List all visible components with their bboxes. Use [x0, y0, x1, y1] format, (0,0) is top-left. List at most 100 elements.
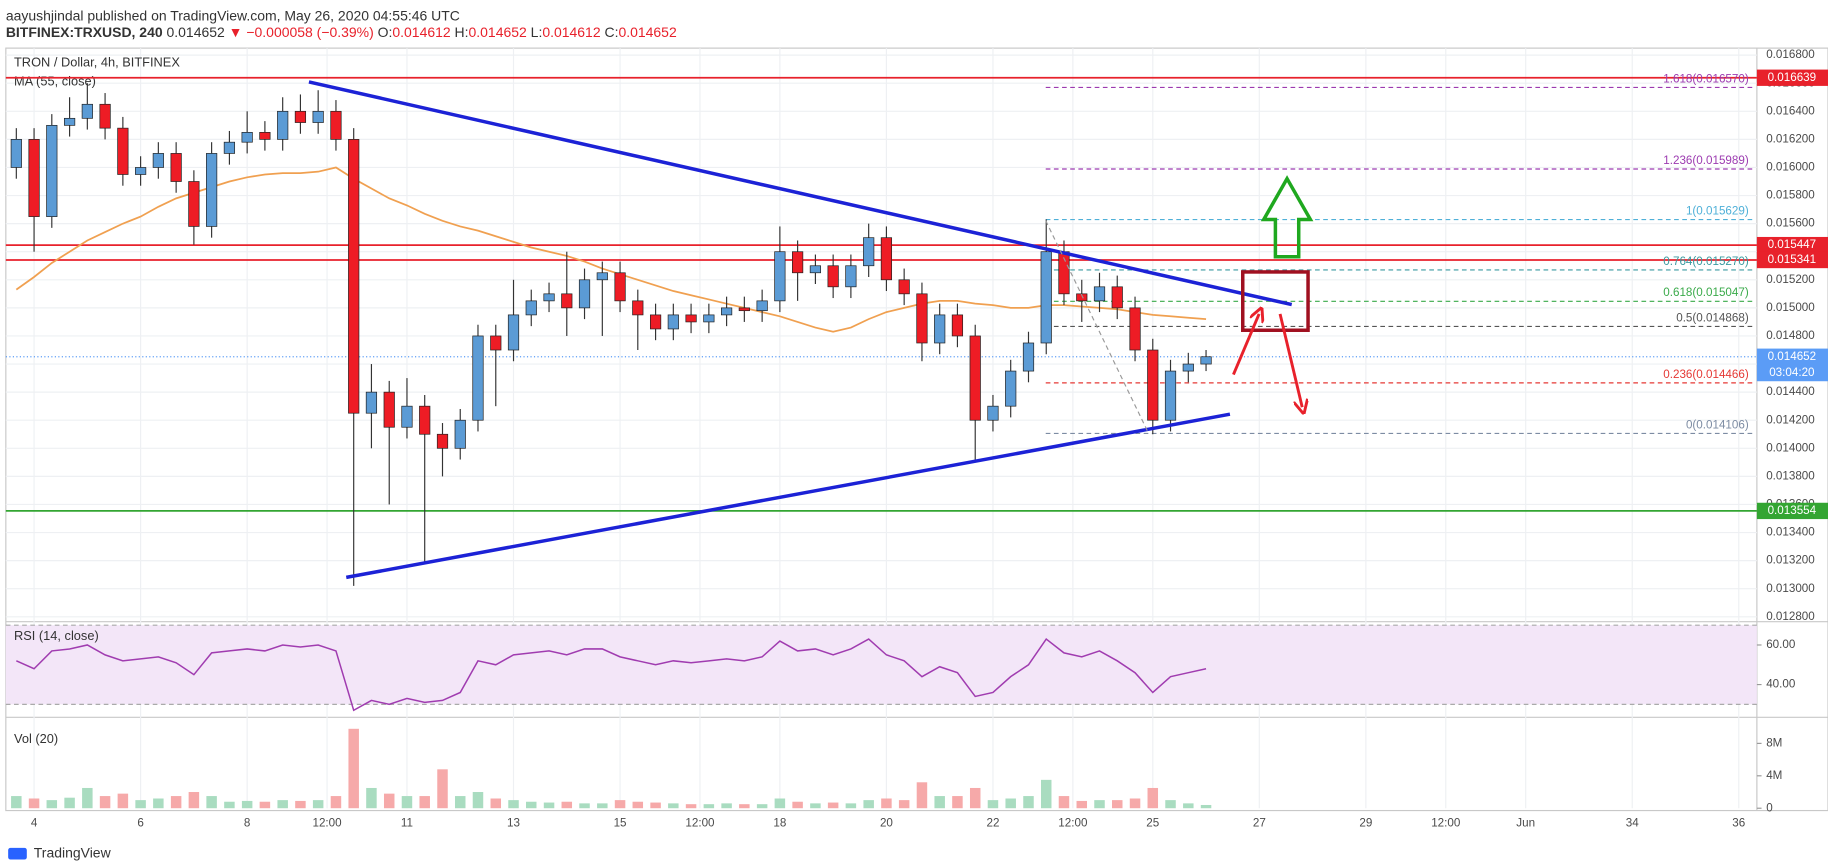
candle-body: [1093, 286, 1106, 302]
ohlc-value: 0.014652: [618, 24, 676, 40]
ohlc-value: 0.014652: [469, 24, 527, 40]
volume-bar: [650, 802, 661, 809]
level-label: 0.013554: [1768, 504, 1817, 517]
level-badge: [1756, 502, 1828, 520]
up-path-arrow: [1232, 314, 1259, 376]
volume-bar: [881, 798, 892, 809]
volume-bar: [863, 800, 874, 809]
candle-body: [419, 405, 431, 435]
volume-bar: [437, 769, 448, 809]
candle-body: [543, 293, 555, 302]
volume-bar: [1076, 800, 1088, 809]
volume-bar: [1058, 796, 1070, 809]
trendline: [345, 412, 1231, 580]
candle-body: [241, 132, 253, 143]
y-tick-label: 4M: [1766, 769, 1782, 782]
level-badge: [1756, 69, 1828, 86]
candle-body: [1076, 293, 1088, 302]
volume-bar: [969, 787, 981, 809]
candle-body: [809, 265, 822, 274]
price-label: 0.014652: [1768, 350, 1817, 363]
volume-bar: [419, 796, 430, 809]
symbol: BITFINEX:TRXUSD, 240: [6, 24, 163, 40]
x-tick-label: 36: [1732, 816, 1745, 829]
volume-bar: [987, 800, 999, 809]
candle-body: [880, 237, 893, 281]
volume-bar: [1094, 800, 1105, 809]
candle-body: [721, 307, 733, 316]
y-tick-label: 0.016400: [1766, 104, 1815, 117]
volume-bar: [472, 792, 484, 809]
volume-bar: [774, 798, 786, 809]
candle-body: [365, 391, 378, 414]
volume-bar: [1112, 800, 1123, 809]
x-tick-label: 34: [1626, 816, 1639, 829]
x-tick-label: 25: [1146, 816, 1159, 829]
volume-bar: [1023, 796, 1034, 809]
volume-bar: [1200, 804, 1212, 809]
candle-body: [436, 433, 449, 449]
x-tick-label: 11: [401, 816, 413, 829]
level-label: 0.015341: [1768, 253, 1817, 266]
candle-body: [756, 300, 768, 312]
candle-body: [898, 279, 910, 295]
y-tick-label: 0.016800: [1766, 48, 1815, 61]
trendline: [308, 80, 1293, 307]
fib-label: 1(0.015629): [1686, 204, 1749, 217]
x-tick-label: 13: [507, 816, 520, 829]
ohlc-label: L:: [531, 24, 543, 40]
plot-layer: 4 6 8 12:00 11 13 15 12:00 18 20 22 12:00 25 27 29 12:0…: [5, 48, 1828, 829]
volume-bar: [543, 802, 555, 809]
x-tick-label: 15: [614, 816, 627, 829]
candle-body: [277, 110, 289, 140]
volume-bar: [561, 801, 573, 809]
symbol-line: BITFINEX:TRXUSD, 240 0.014652 ▼ −0.00005…: [6, 24, 677, 40]
legend-entry: MA (55, close): [14, 73, 96, 88]
change: ▼ −0.000058 (−0.39%): [229, 24, 374, 40]
y-tick-label: 0.016200: [1766, 132, 1815, 145]
x-tick-label: 22: [986, 816, 999, 829]
x-tick-label: 20: [880, 816, 893, 829]
candle-body: [135, 167, 147, 175]
volume-bar: [224, 801, 235, 809]
volume-bar: [153, 798, 164, 809]
x-tick-label: Jun: [1516, 816, 1535, 829]
resistance-box: [1241, 270, 1310, 332]
volume-bar: [383, 793, 395, 809]
down-path-arrow: [1278, 313, 1302, 407]
fib-label: 0.764(0.015270): [1663, 255, 1749, 268]
volume-bar: [721, 803, 732, 809]
volume-bar: [330, 796, 342, 809]
candle-body: [383, 391, 395, 428]
x-tick-label: 29: [1359, 816, 1372, 829]
volume-bar: [916, 782, 928, 809]
volume-bar: [366, 787, 377, 809]
volume-bar: [1183, 803, 1194, 809]
level-label: 0.015447: [1768, 238, 1817, 251]
candle-body: [578, 279, 591, 309]
candle-body: [934, 314, 946, 344]
candle-body: [1040, 251, 1052, 344]
up-arrow: [1260, 175, 1314, 259]
candle-body: [10, 139, 22, 168]
candle-body: [1164, 370, 1177, 421]
brand: TradingView: [8, 844, 112, 860]
published: published on TradingView.com, May 26, 20…: [84, 7, 460, 23]
candle-body: [596, 272, 608, 281]
candle-body: [792, 251, 804, 274]
background: [0, 3, 1828, 865]
fib-label: 1.618(0.016570): [1663, 72, 1749, 85]
chart-title: TRON / Dollar, 4h, BITFINEX: [14, 55, 180, 70]
volume-bar: [454, 796, 466, 809]
candle-body: [454, 419, 466, 449]
rsi-band: [5, 625, 1757, 705]
candle-body: [1147, 349, 1159, 421]
volume-bar: [401, 796, 413, 809]
candle-body: [152, 153, 164, 168]
y-tick-label: 0.012800: [1766, 610, 1815, 623]
volume-bar: [348, 728, 359, 809]
candle-body: [1182, 363, 1194, 372]
y-tick-label: 0.015600: [1766, 217, 1815, 230]
candle-body: [969, 335, 981, 421]
candle-body: [863, 237, 875, 267]
